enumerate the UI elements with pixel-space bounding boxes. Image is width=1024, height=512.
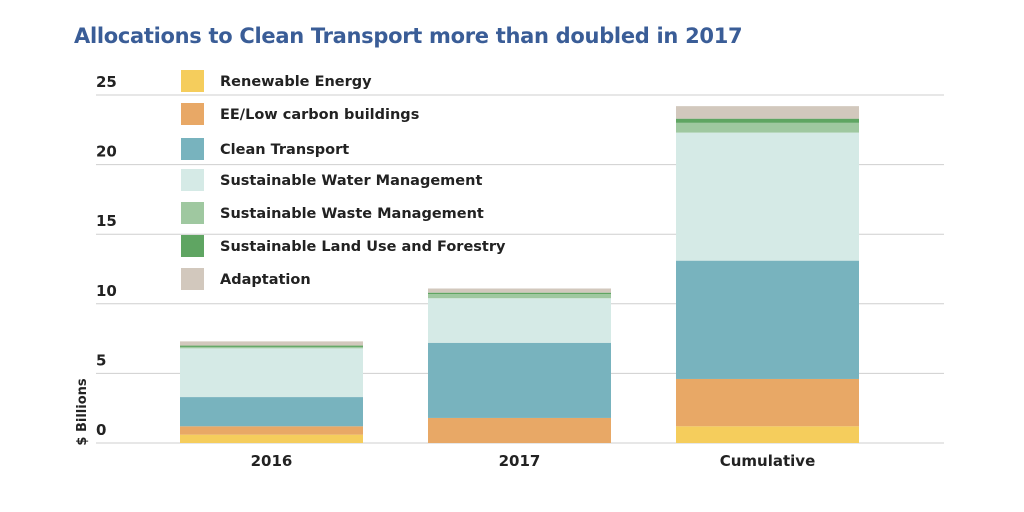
y-axis-label: $ Billions <box>75 378 90 445</box>
y-tick-label-15: 15 <box>96 212 117 230</box>
bar-segment-cumulative-3 <box>676 132 859 261</box>
bar-segment-cumulative-0 <box>676 426 859 443</box>
y-axis-ticks: 0 5 10 15 20 25 <box>96 73 117 439</box>
bar-segment-2017-1 <box>428 417 611 443</box>
chart-title: Allocations to Clean Transport more than… <box>74 24 743 48</box>
bar-segment-2017-2 <box>428 342 611 418</box>
y-tick-label-10: 10 <box>96 282 117 300</box>
bar-segment-cumulative-4 <box>676 122 859 133</box>
y-tick-label-20: 20 <box>96 143 117 161</box>
legend: Renewable Energy EE/Low carbon buildings C… <box>181 70 506 290</box>
legend-swatch-6 <box>181 268 204 290</box>
category-label-cumulative: Cumulative <box>720 452 816 470</box>
legend-swatch-4 <box>181 202 204 224</box>
bar-segment-2017-4 <box>428 294 611 299</box>
bar-segment-cumulative-2 <box>676 260 859 379</box>
bar-segment-cumulative-5 <box>676 118 859 123</box>
bars <box>180 106 859 443</box>
legend-label-2: Clean Transport <box>220 142 349 158</box>
bar-segment-2016-0 <box>180 434 363 443</box>
legend-label-6: Adaptation <box>220 272 311 288</box>
category-label-2017: 2017 <box>499 452 541 470</box>
bar-segment-2016-5 <box>180 345 363 347</box>
category-labels: 2016 2017 Cumulative <box>251 452 816 470</box>
bar-segment-2016-2 <box>180 397 363 427</box>
bar-segment-cumulative-1 <box>676 378 859 427</box>
legend-swatch-1 <box>181 103 204 125</box>
bar-segment-2016-6 <box>180 341 363 346</box>
legend-swatch-0 <box>181 70 204 92</box>
legend-swatch-3 <box>181 169 204 191</box>
y-tick-label-5: 5 <box>96 351 106 369</box>
legend-label-5: Sustainable Land Use and Forestry <box>220 239 506 255</box>
legend-swatch-2 <box>181 138 204 160</box>
category-label-2016: 2016 <box>251 452 293 470</box>
bar-segment-2016-3 <box>180 348 363 398</box>
legend-label-4: Sustainable Waste Management <box>220 206 484 222</box>
legend-label-3: Sustainable Water Management <box>220 173 482 189</box>
legend-label-1: EE/Low carbon buildings <box>220 107 419 123</box>
bar-segment-cumulative-6 <box>676 106 859 119</box>
y-tick-label-0: 0 <box>96 421 106 439</box>
bar-segment-2017-5 <box>428 292 611 295</box>
bar-segment-2016-1 <box>180 426 363 435</box>
legend-swatch-5 <box>181 235 204 257</box>
legend-label-0: Renewable Energy <box>220 74 372 90</box>
bar-segment-2017-3 <box>428 298 611 343</box>
y-tick-label-25: 25 <box>96 73 117 91</box>
bar-segment-2016-4 <box>180 346 363 349</box>
bar-segment-2017-6 <box>428 288 611 293</box>
